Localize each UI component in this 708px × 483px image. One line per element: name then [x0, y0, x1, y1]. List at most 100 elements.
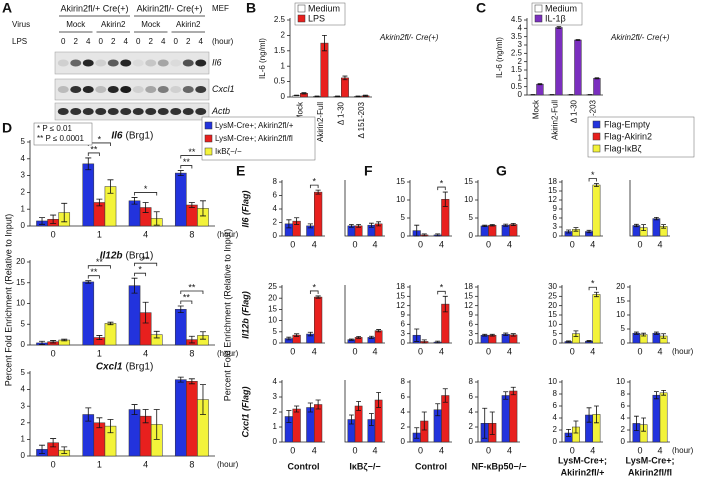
error-bar [573, 330, 579, 337]
y-tick-label: 8 [469, 377, 474, 386]
error-bar [39, 217, 46, 225]
error-bar [654, 391, 659, 400]
legend-label: LPS [308, 13, 325, 23]
x-tick-label: 0 [352, 239, 357, 249]
significance-label: * [138, 265, 142, 275]
blot-band [132, 59, 144, 67]
chart: 0 1 2 3 4 0 4 [273, 377, 325, 455]
column-label: NF-κBp50−/− [471, 461, 526, 471]
y-tick-label: 1.5 [511, 65, 523, 74]
x-tick-label: Mock [295, 101, 304, 121]
error-bar [142, 301, 149, 324]
error-bar [593, 291, 599, 298]
x-tick-label: 0 [570, 445, 575, 455]
column-label: Control [288, 461, 320, 471]
y-tick-label: 4.5 [511, 15, 523, 24]
y-tick-label: 3 [469, 329, 474, 338]
legend-label: Medium [545, 3, 577, 13]
chart-title: Il12b [100, 251, 123, 262]
timepoint: 4 [86, 37, 91, 46]
y-tick-label: 15 [268, 305, 277, 314]
bar [292, 408, 301, 443]
cell-label: MEF [212, 4, 229, 13]
y-tick-label: 4 [621, 413, 626, 422]
error-bar [188, 378, 195, 385]
column-label: LysM-Cre+; [626, 455, 675, 465]
error-bar [96, 417, 103, 429]
y-tick-label: 6 [553, 213, 558, 222]
x-tick-label: 0 [637, 239, 642, 249]
legend-label: LysM-Cre+; Akirin2fl/+ [215, 121, 294, 130]
time-unit: (hour) [212, 37, 234, 46]
bar [574, 39, 582, 96]
y-tick-label: 1 [21, 435, 26, 444]
error-bar [654, 217, 659, 221]
error-bar [641, 332, 646, 337]
blot-band [132, 86, 144, 93]
y-tick-label: 3 [401, 329, 406, 338]
legend-label: Flag-Empty [604, 119, 651, 129]
significance-bracket [309, 290, 319, 294]
legend-swatch [534, 14, 543, 23]
x-tick-label: Mock [532, 99, 541, 119]
x-tick-label: 4 [507, 346, 512, 356]
row-label: Il12b (Flag) [240, 291, 250, 339]
x-tick-label: 4 [590, 346, 595, 356]
significance-bracket [180, 300, 193, 304]
error-bar [50, 214, 57, 224]
error-bar [199, 200, 206, 217]
blot-band [120, 108, 132, 115]
chart: 0 2 4 6 8 0 4 [401, 377, 452, 455]
x-tick-label: 4 [372, 346, 377, 356]
significance-bracket [87, 152, 100, 156]
significance-bracket [588, 178, 597, 182]
x-tick-label: 4 [507, 239, 512, 249]
error-bar [634, 331, 639, 335]
bar [341, 77, 349, 98]
x-tick-label: 0 [418, 239, 423, 249]
x-tick-label: 4 [590, 445, 595, 455]
legend-swatch [297, 4, 306, 13]
y-tick-label: 0 [518, 90, 523, 99]
error-bar [503, 332, 509, 336]
chart: 0 2 4 6 8 0 4 [469, 377, 520, 455]
y-tick-label: 0 [553, 437, 558, 446]
y-tick-label: 5 [21, 368, 26, 377]
blot-band [157, 108, 169, 115]
legend-swatch [592, 120, 601, 129]
bar [104, 323, 117, 346]
blot-band [82, 86, 94, 93]
y-tick-label: 2 [469, 422, 474, 431]
x-tick-label: 4 [143, 459, 148, 469]
blot-band [157, 86, 169, 93]
error-bar [575, 39, 581, 41]
error-bar [39, 444, 46, 454]
x-axis-label: (hour) [217, 230, 239, 239]
y-tick-label: 20 [616, 282, 625, 291]
x-tick-label: 0 [570, 346, 575, 356]
error-bar [421, 411, 427, 431]
bar [128, 285, 141, 346]
condition-label: Mock [141, 20, 161, 29]
significance-bracket [134, 272, 147, 277]
error-bar [342, 75, 348, 81]
group-label: Akirin2fl/+ Cre(+) [60, 3, 128, 13]
chart: 0 5 10 15 0 4 * [396, 177, 452, 249]
x-tick-label: 4 [657, 445, 662, 455]
error-bar [131, 404, 138, 415]
column-label: Akirin2fl/+ [561, 467, 605, 477]
error-bar [421, 339, 427, 344]
x-tick-label: 0 [51, 459, 56, 469]
y-tick-label: 6 [401, 392, 406, 401]
blot-band [145, 59, 157, 67]
x-tick-label: Akirin2-Full [316, 102, 325, 142]
error-bar [421, 233, 427, 237]
x-tick-label: 4 [312, 445, 317, 455]
error-bar [107, 321, 114, 326]
error-bar [489, 224, 495, 227]
x-tick-label: 0 [637, 346, 642, 356]
y-tick-label: 2 [273, 407, 278, 416]
x-tick-label: 4 [657, 346, 662, 356]
